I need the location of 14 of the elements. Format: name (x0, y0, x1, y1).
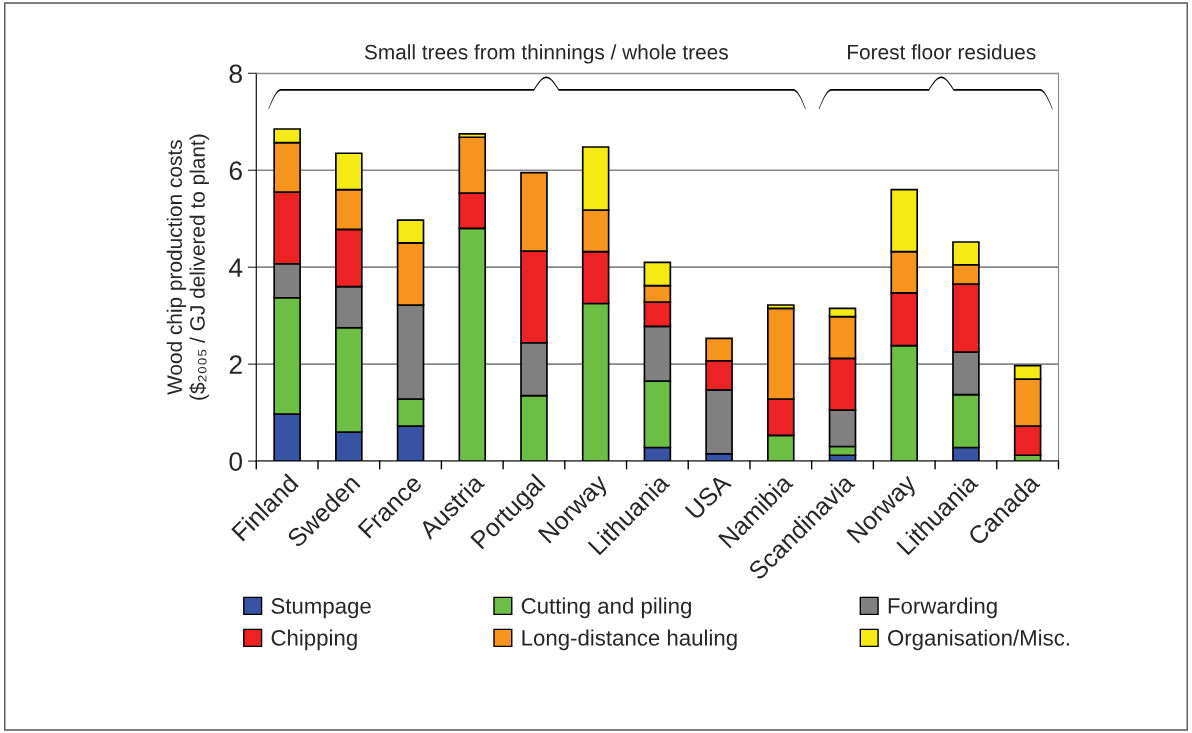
legend-label: Chipping (271, 629, 357, 651)
y-axis-title: Wood chip production costs ($₂₀₀₅ / GJ delivered to plant) (166, 134, 209, 400)
legend-label: Organisation/Misc. (888, 629, 1069, 651)
y-tick-label: 6 (229, 161, 242, 181)
legend-label: Stumpage (271, 598, 371, 619)
y-tick-label: 2 (229, 355, 242, 374)
text: Forest floor residues (848, 44, 1036, 60)
legend-label: Forwarding (888, 597, 997, 619)
y-tick-label: 0 (229, 452, 243, 471)
legend-label: Long-distance hauling (522, 629, 737, 651)
y-tick-label: 8 (229, 64, 242, 84)
y-tick-label: 4 (229, 258, 243, 277)
legend-label: Cutting and piling (521, 597, 691, 619)
text: Small trees from thinnings / whole trees (364, 44, 728, 64)
